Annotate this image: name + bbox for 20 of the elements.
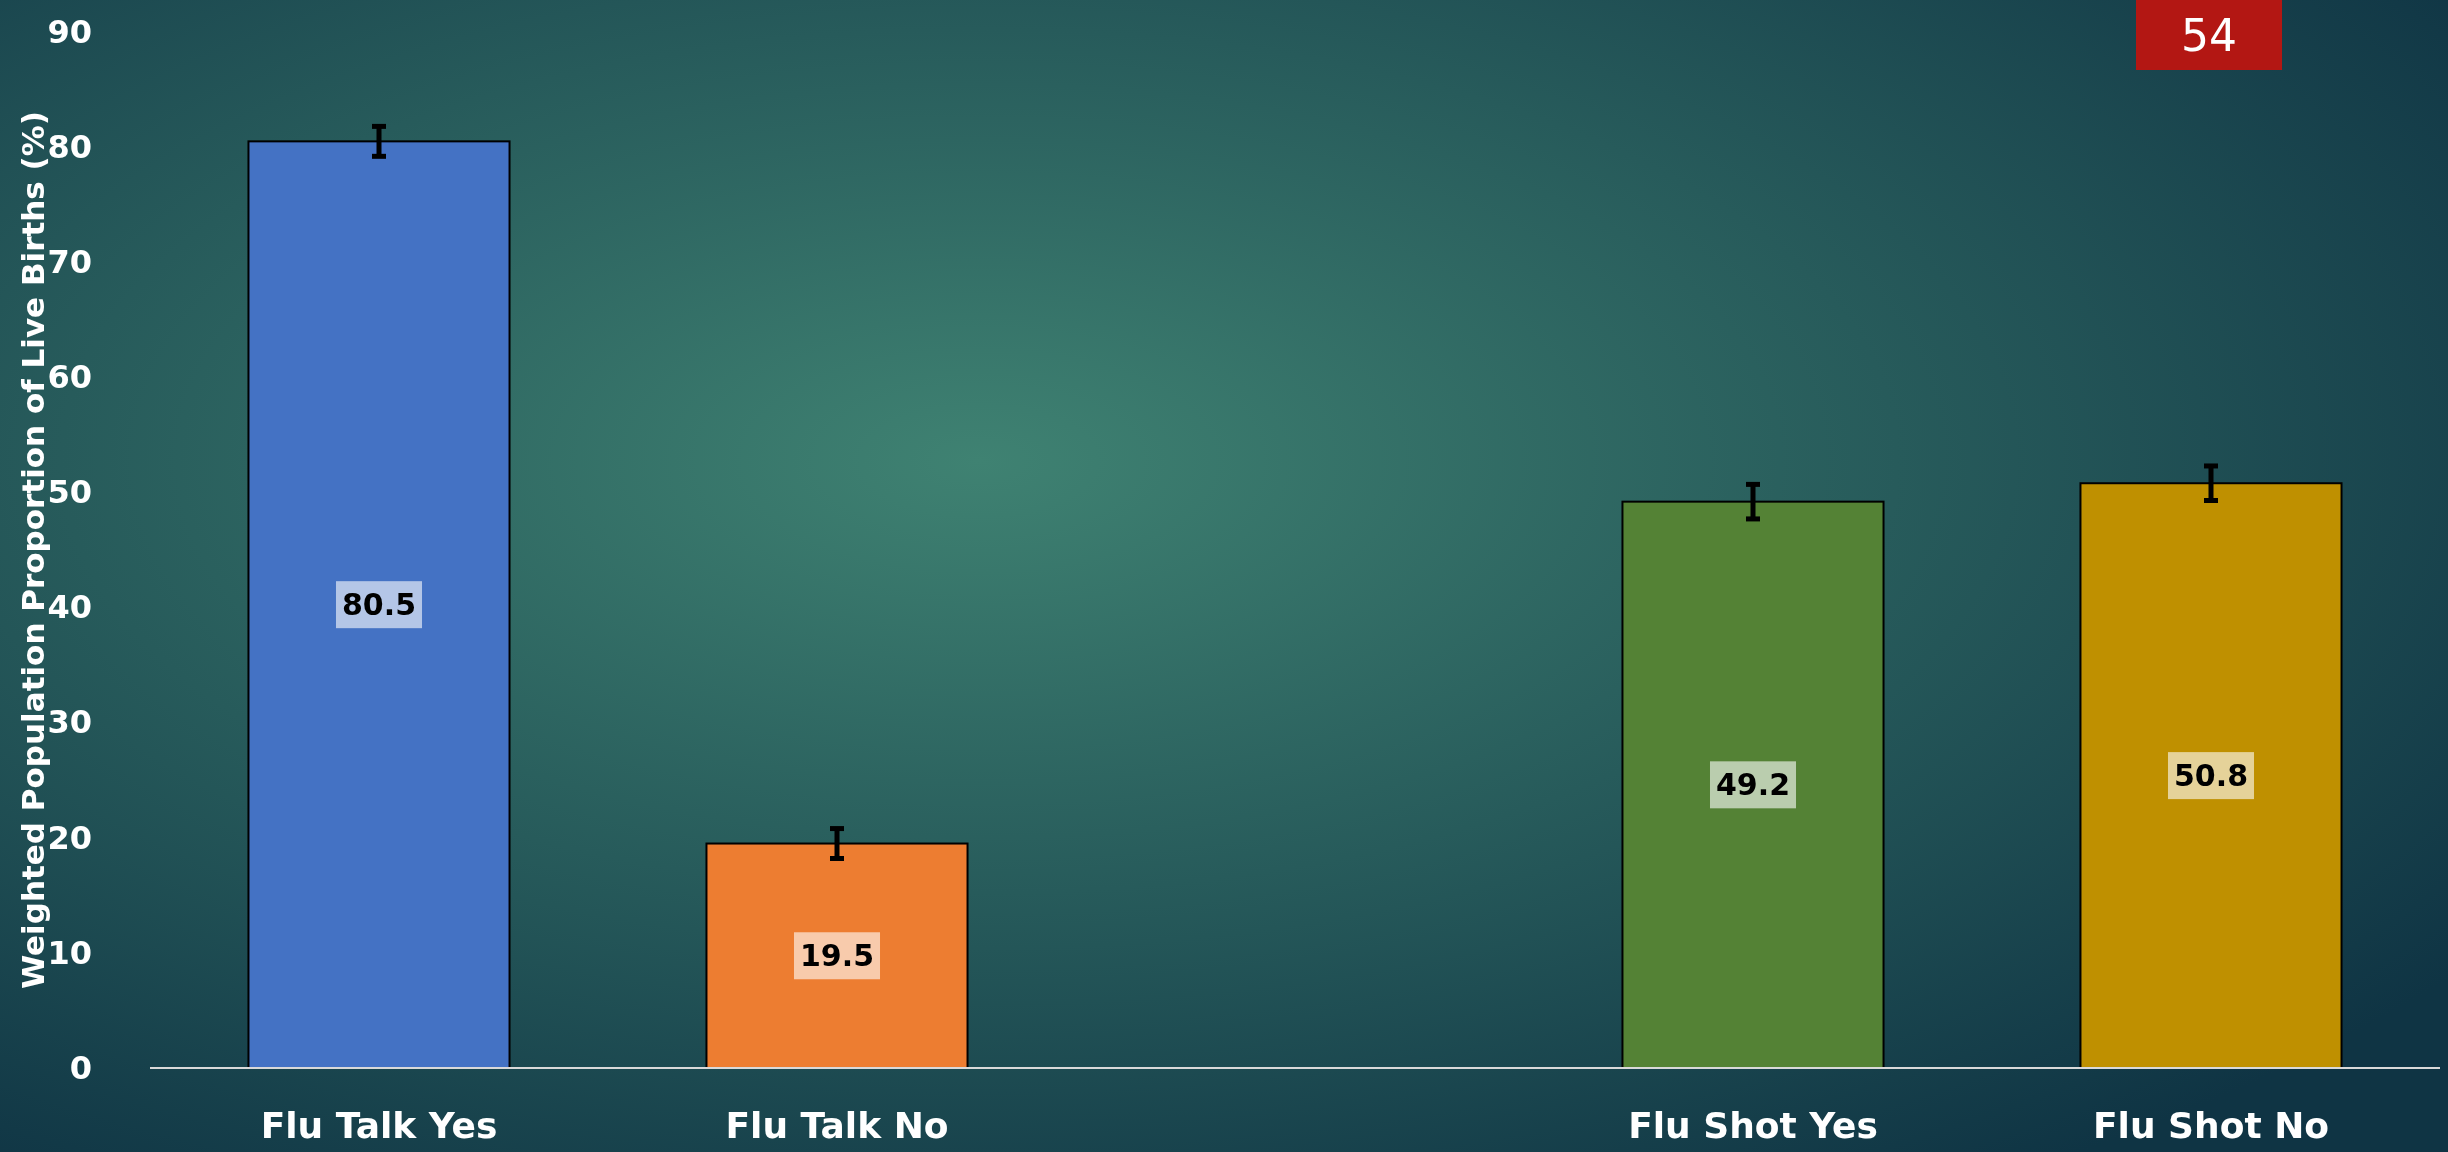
x-tick-label: Flu Shot No bbox=[2093, 1104, 2329, 1146]
y-tick-label: 20 bbox=[47, 818, 92, 857]
y-tick-label: 80 bbox=[47, 127, 92, 166]
x-tick-label: Flu Talk No bbox=[725, 1104, 949, 1146]
x-tick-label: Flu Shot Yes bbox=[1628, 1104, 1878, 1146]
y-tick-label: 30 bbox=[47, 703, 92, 742]
annotation: 54 bbox=[2181, 9, 2237, 61]
y-tick-label: 40 bbox=[47, 588, 92, 627]
y-tick-label: 0 bbox=[69, 1048, 92, 1087]
data-label: 19.5 bbox=[799, 938, 875, 974]
y-tick-label: 90 bbox=[47, 12, 92, 51]
y-tick-label: 60 bbox=[47, 358, 92, 397]
number-badge: 54 bbox=[2136, 0, 2282, 70]
data-label: 49.2 bbox=[1715, 767, 1791, 803]
data-label: 80.5 bbox=[341, 587, 417, 623]
y-tick-label: 10 bbox=[47, 933, 92, 972]
y-tick-label: 70 bbox=[47, 242, 92, 281]
data-label: 50.8 bbox=[2173, 758, 2249, 794]
y-tick-label: 50 bbox=[47, 473, 92, 512]
x-tick-label: Flu Talk Yes bbox=[260, 1104, 498, 1146]
